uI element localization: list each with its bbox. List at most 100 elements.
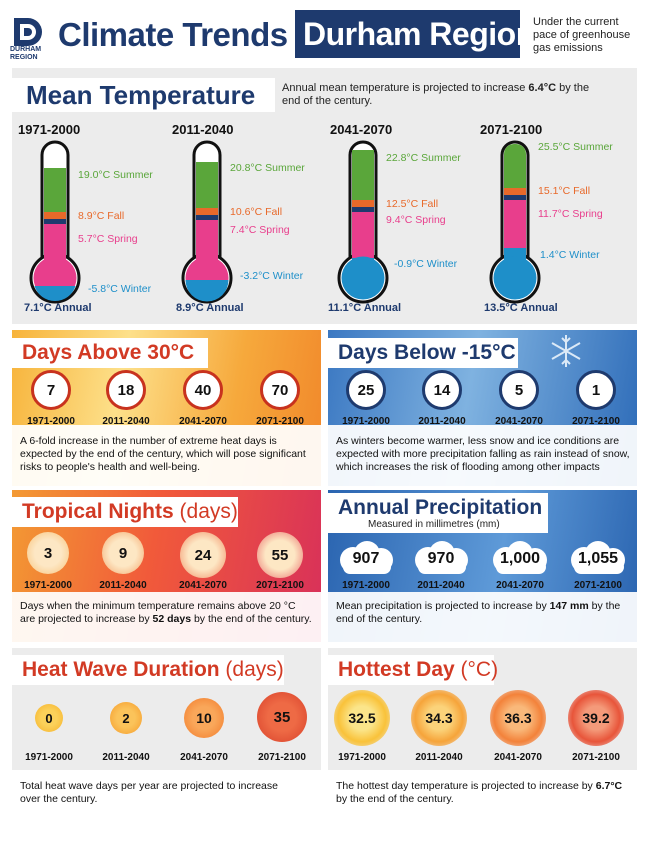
value-circle: 7: [31, 370, 71, 410]
period-label: 2011-2040: [102, 416, 150, 427]
annual-temp: 8.9°C Annual: [176, 302, 244, 314]
period-label: 2041-2070: [330, 122, 393, 137]
period-label: 2071-2100: [480, 122, 543, 137]
value-circle: 70: [260, 370, 300, 410]
summer-temp: 22.8°C Summer: [386, 152, 461, 164]
period-label: 1971-2000: [338, 752, 386, 763]
summer-temp: 25.5°C Summer: [538, 141, 613, 153]
spring-temp: 5.7°C Spring: [78, 233, 138, 245]
value-circle: 40: [183, 370, 223, 410]
value-circle: 3: [27, 532, 69, 574]
period-label: 1971-2000: [25, 752, 73, 763]
period-label: 2071-2100: [572, 416, 620, 427]
annual-temp: 7.1°C Annual: [24, 302, 92, 314]
precipitation-value: 970: [427, 550, 455, 567]
annual-temp: 13.5°C Annual: [484, 302, 558, 314]
hottest-day-description: The hottest day temperature is projected…: [336, 780, 623, 805]
summer-temp: 19.0°C Summer: [78, 169, 153, 181]
snowflake-icon: [551, 335, 581, 367]
period-label: 2071-2100: [258, 752, 306, 763]
period-label: 1971-2000: [24, 580, 72, 591]
mean-temperature-title: Mean Temperature: [26, 80, 256, 110]
value-circle: 2: [110, 702, 142, 734]
annual-temp: 11.1°C Annual: [328, 302, 402, 314]
fall-temp: 15.1°C Fall: [538, 185, 591, 197]
logo-text: DURHAM REGION: [10, 46, 42, 61]
days-below-description: As winters become warmer, less snow and …: [336, 435, 630, 473]
precipitation-value: 1,000: [499, 550, 541, 567]
days-below-title: Days Below -15°C: [328, 338, 518, 368]
tropical-nights-title: Tropical Nights (days): [12, 497, 238, 527]
value-circle: 36.3: [490, 690, 546, 746]
hottest-day-title: Hottest Day (°C): [328, 655, 498, 685]
period-label: 2041-2070: [495, 416, 543, 427]
value-circle: 0: [35, 704, 63, 732]
summer-temp: 20.8°C Summer: [230, 162, 305, 174]
annual-precipitation-subtitle: Measured in millimetres (mm): [368, 519, 500, 530]
winter-temp: -5.8°C Winter: [88, 283, 152, 295]
period-label: 2041-2070: [494, 752, 542, 763]
winter-temp: -3.2°C Winter: [240, 270, 304, 282]
durham-region-logo: [10, 14, 46, 54]
value-circle: 32.5: [334, 690, 390, 746]
fall-temp: 12.5°C Fall: [386, 198, 439, 210]
mean-temperature-title-box: [12, 78, 275, 112]
period-label: 2011-2040: [418, 416, 466, 427]
period-label: 2041-2070: [496, 580, 544, 591]
precipitation-value: 1,055: [577, 550, 619, 567]
cloud-icon: 1,055: [566, 540, 630, 576]
value-circle: 5: [499, 370, 539, 410]
spring-temp: 9.4°C Spring: [386, 214, 446, 226]
thermometer-icon: [181, 140, 233, 304]
days-above-description: A 6-fold increase in the number of extre…: [20, 435, 306, 473]
period-label: 1971-2000: [18, 122, 81, 137]
heat-wave-title: Heat Wave Duration (days): [12, 655, 284, 685]
period-label: 2071-2100: [256, 416, 304, 427]
period-label: 2071-2100: [574, 580, 622, 591]
cloud-icon: 907: [335, 540, 397, 576]
value-circle: 18: [106, 370, 146, 410]
period-label: 2011-2040: [99, 580, 147, 591]
value-circle: 24: [180, 532, 226, 578]
thermometer-icon: [29, 140, 81, 304]
period-label: 2011-2040: [172, 122, 234, 137]
period-label: 1971-2000: [27, 416, 75, 427]
fall-temp: 8.9°C Fall: [78, 210, 125, 222]
period-label: 2041-2070: [179, 580, 227, 591]
cloud-icon: 1,000: [488, 540, 552, 576]
value-circle: 10: [184, 698, 224, 738]
period-label: 2071-2100: [256, 580, 304, 591]
winter-temp: 1.4°C Winter: [540, 249, 600, 261]
value-circle: 25: [346, 370, 386, 410]
tropical-nights-description: Days when the minimum temperature remain…: [20, 600, 312, 625]
page-title-region: Durham Region: [295, 10, 535, 58]
spring-temp: 7.4°C Spring: [230, 224, 290, 236]
period-label: 2011-2040: [102, 752, 150, 763]
winter-temp: -0.9°C Winter: [394, 258, 458, 270]
period-label: 2011-2040: [417, 580, 465, 591]
page-subtitle: Under the current pace of greenhouse gas…: [533, 16, 631, 54]
precipitation-value: 907: [352, 550, 380, 567]
thermometer-icon: [337, 140, 389, 304]
value-circle: 9: [102, 532, 144, 574]
period-label: 1971-2000: [342, 580, 390, 591]
value-circle: 55: [257, 532, 303, 578]
value-circle: 14: [422, 370, 462, 410]
period-label: 2011-2040: [415, 752, 463, 763]
thermometer-icon: [489, 140, 541, 304]
value-circle: 34.3: [411, 690, 467, 746]
cloud-icon: 970: [410, 540, 472, 576]
annual-precipitation-title: Annual Precipitation: [328, 493, 548, 533]
spring-temp: 11.7°C Spring: [538, 208, 603, 220]
heat-wave-description: Total heat wave days per year are projec…: [20, 780, 278, 805]
days-above-title: Days Above 30°C: [12, 338, 208, 368]
value-circle: 39.2: [568, 690, 624, 746]
mean-temperature-description: Annual mean temperature is projected to …: [282, 82, 590, 107]
period-label: 2041-2070: [180, 752, 228, 763]
period-label: 2041-2070: [179, 416, 227, 427]
value-circle: 35: [257, 692, 307, 742]
period-label: 2071-2100: [572, 752, 620, 763]
fall-temp: 10.6°C Fall: [230, 206, 283, 218]
period-label: 1971-2000: [342, 416, 390, 427]
value-circle: 1: [576, 370, 616, 410]
